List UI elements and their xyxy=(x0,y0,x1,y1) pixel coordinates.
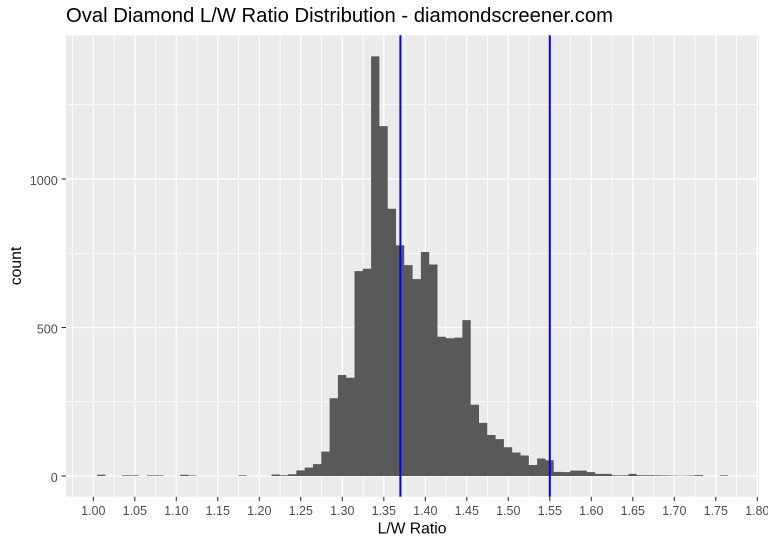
svg-text:1000: 1000 xyxy=(30,174,58,188)
svg-text:1.05: 1.05 xyxy=(123,504,147,518)
svg-text:1.35: 1.35 xyxy=(372,504,396,518)
svg-text:1.80: 1.80 xyxy=(745,504,768,518)
svg-text:count: count xyxy=(8,246,25,285)
svg-text:1.45: 1.45 xyxy=(455,504,479,518)
svg-text:1.70: 1.70 xyxy=(662,504,686,518)
svg-text:1.30: 1.30 xyxy=(330,504,354,518)
svg-text:1.25: 1.25 xyxy=(289,504,313,518)
svg-text:0: 0 xyxy=(51,471,58,485)
svg-text:1.40: 1.40 xyxy=(413,504,437,518)
svg-text:1.20: 1.20 xyxy=(247,504,271,518)
svg-text:1.15: 1.15 xyxy=(206,504,230,518)
svg-text:1.65: 1.65 xyxy=(621,504,645,518)
svg-text:1.50: 1.50 xyxy=(496,504,520,518)
svg-text:1.75: 1.75 xyxy=(704,504,728,518)
svg-text:1.00: 1.00 xyxy=(81,504,105,518)
svg-text:500: 500 xyxy=(37,322,58,336)
svg-text:L/W Ratio: L/W Ratio xyxy=(378,521,447,538)
svg-text:1.60: 1.60 xyxy=(579,504,603,518)
svg-text:1.10: 1.10 xyxy=(164,504,188,518)
svg-text:Oval Diamond L/W Ratio Distrib: Oval Diamond L/W Ratio Distribution - di… xyxy=(66,5,613,27)
svg-text:1.55: 1.55 xyxy=(538,504,562,518)
